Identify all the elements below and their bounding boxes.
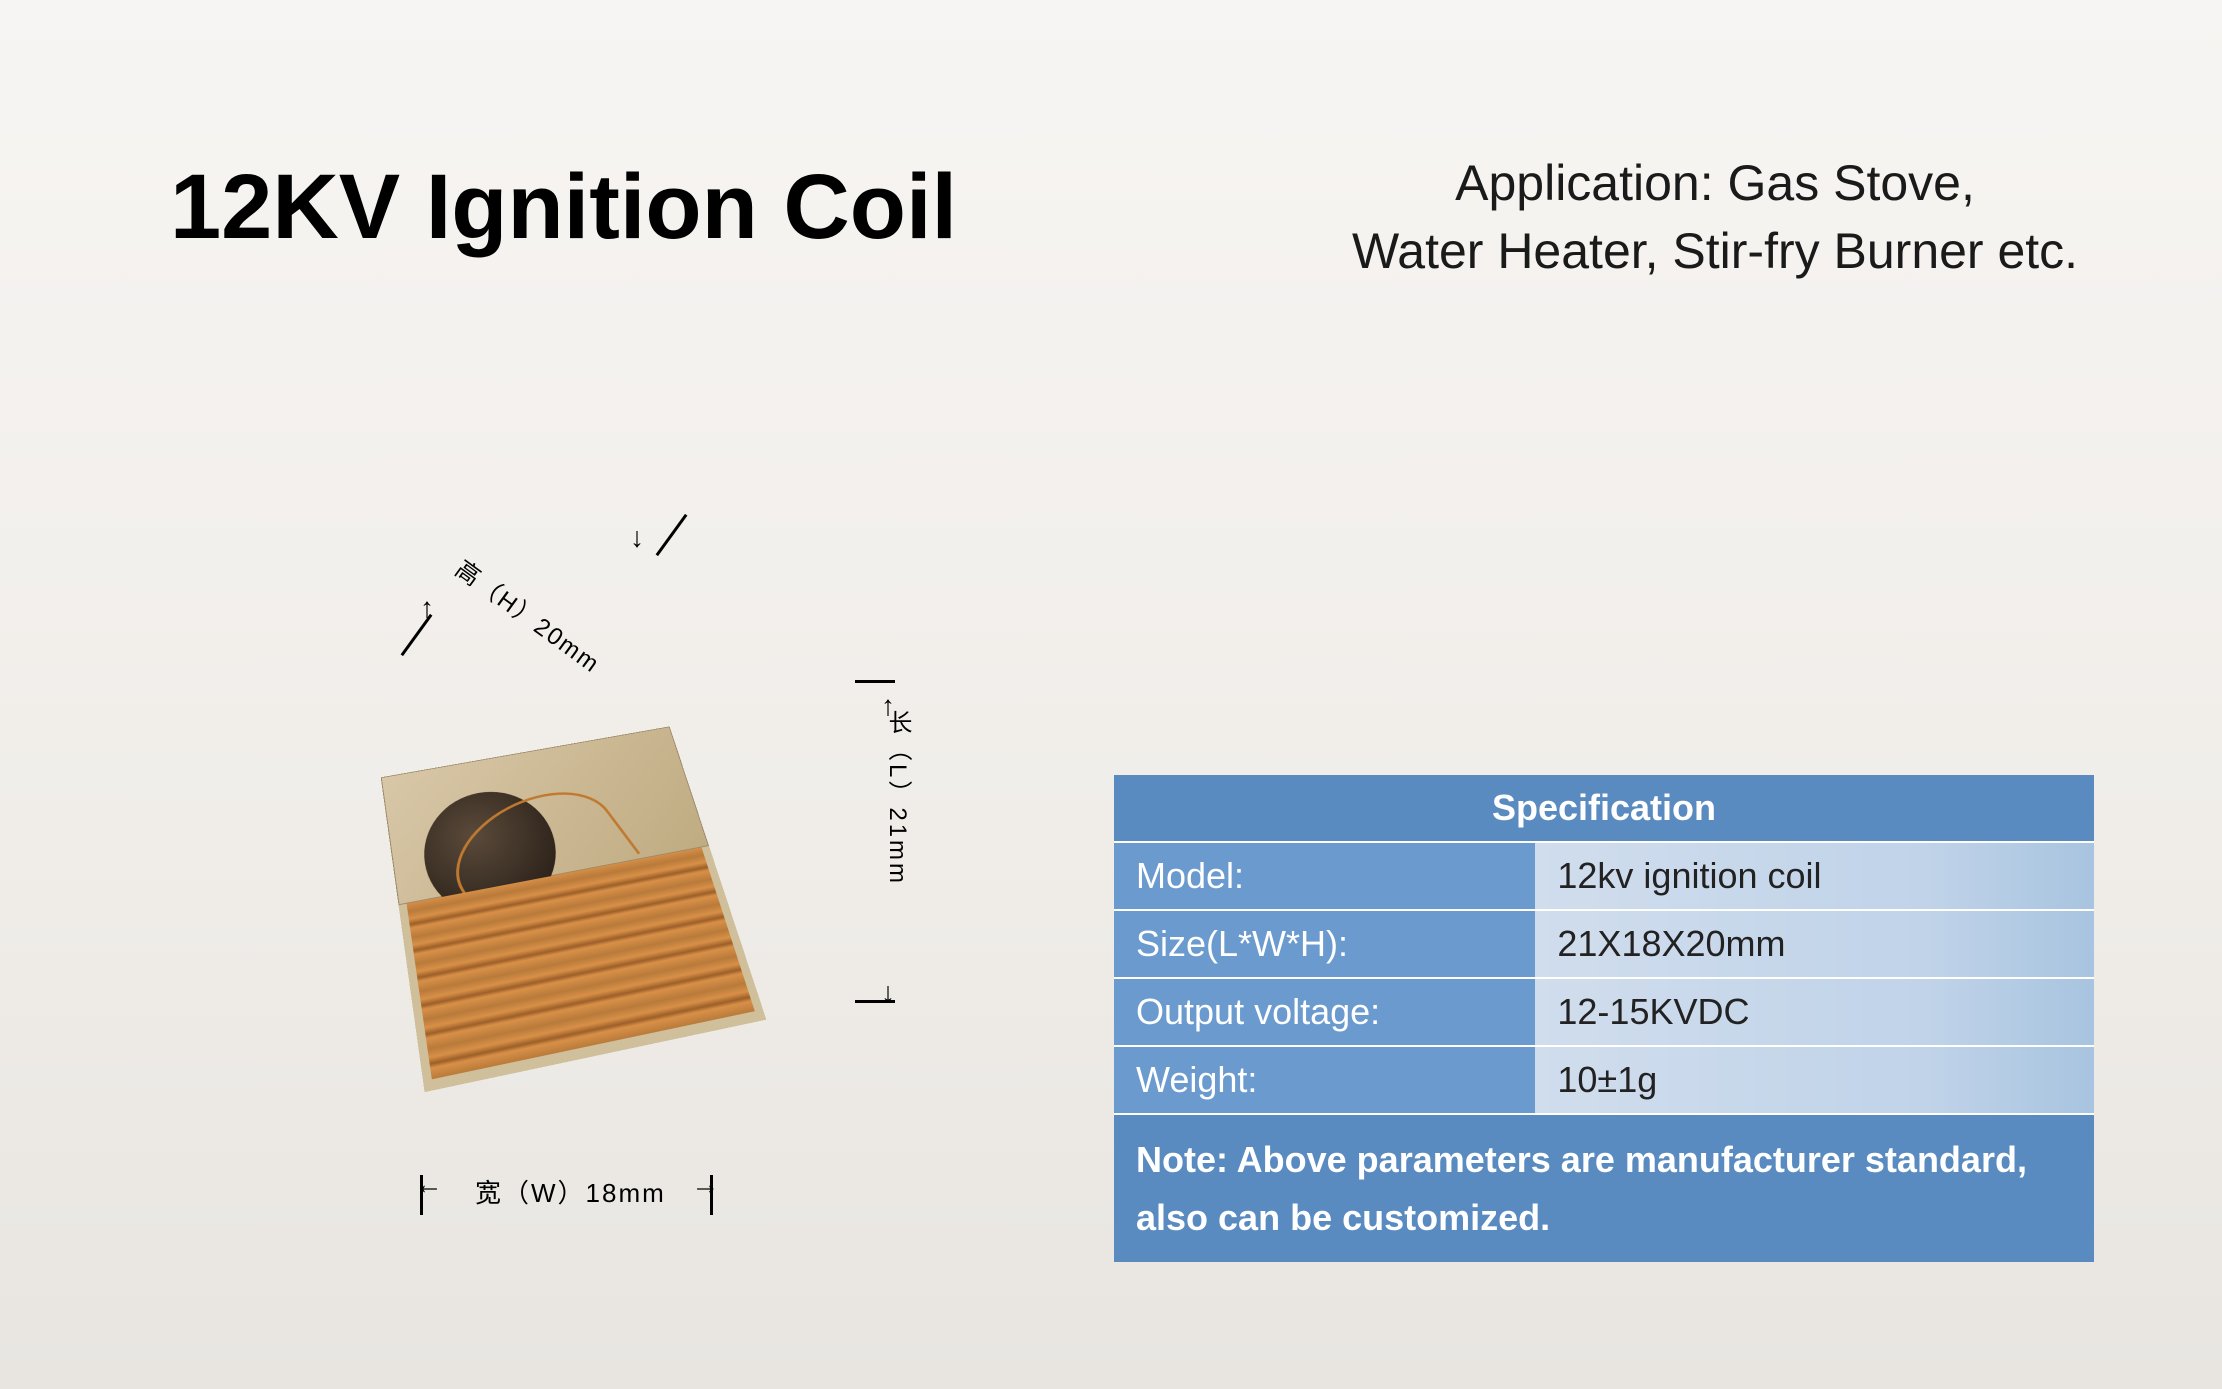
table-row: Weight: 10±1g bbox=[1114, 1046, 2094, 1114]
table-note-row: Note: Above parameters are manufacturer … bbox=[1114, 1114, 2094, 1262]
arrow-icon: ↑ bbox=[881, 980, 895, 1012]
arrow-icon: ↑ bbox=[881, 690, 895, 722]
coil-body bbox=[381, 726, 767, 1092]
spec-label: Weight: bbox=[1114, 1046, 1535, 1114]
page-title: 12KV Ignition Coil bbox=[170, 155, 957, 260]
spec-value: 10±1g bbox=[1535, 1046, 2094, 1114]
spec-value: 12-15KVDC bbox=[1535, 978, 2094, 1046]
table-header-row: Specification bbox=[1114, 775, 2094, 842]
arrow-icon: ↑ bbox=[420, 592, 434, 624]
spec-note: Note: Above parameters are manufacturer … bbox=[1114, 1114, 2094, 1262]
table-row: Model: 12kv ignition coil bbox=[1114, 842, 2094, 910]
application-line1: Application: Gas Stove, bbox=[1455, 155, 1975, 211]
spec-value: 21X18X20mm bbox=[1535, 910, 2094, 978]
arrow-icon: ↑ bbox=[691, 1182, 723, 1196]
dimension-height: 高（H）20mm bbox=[449, 550, 609, 679]
arrow-icon: ↑ bbox=[411, 1182, 443, 1196]
dimension-width: 宽（W）18mm bbox=[475, 1173, 666, 1210]
spec-label: Size(L*W*H): bbox=[1114, 910, 1535, 978]
spec-label: Model: bbox=[1114, 842, 1535, 910]
specification-table: Specification Model: 12kv ignition coil … bbox=[1114, 775, 2094, 1262]
dim-bracket bbox=[656, 514, 688, 556]
dimension-length: 长（L）21mm bbox=[880, 710, 915, 886]
spec-value: 12kv ignition coil bbox=[1535, 842, 2094, 910]
spec-label: Output voltage: bbox=[1114, 978, 1535, 1046]
table-row: Output voltage: 12-15KVDC bbox=[1114, 978, 2094, 1046]
product-diagram: 高（H）20mm 长（L）21mm 宽（W）18mm ↑ ↑ ↑ ↑ ↑ ↑ bbox=[370, 600, 840, 1180]
dim-bracket bbox=[855, 680, 895, 683]
application-text: Application: Gas Stove, Water Heater, St… bbox=[1290, 150, 2140, 285]
arrow-icon: ↑ bbox=[630, 525, 644, 557]
spec-header: Specification bbox=[1114, 775, 2094, 842]
table-row: Size(L*W*H): 21X18X20mm bbox=[1114, 910, 2094, 978]
application-line2: Water Heater, Stir-fry Burner etc. bbox=[1352, 223, 2078, 279]
